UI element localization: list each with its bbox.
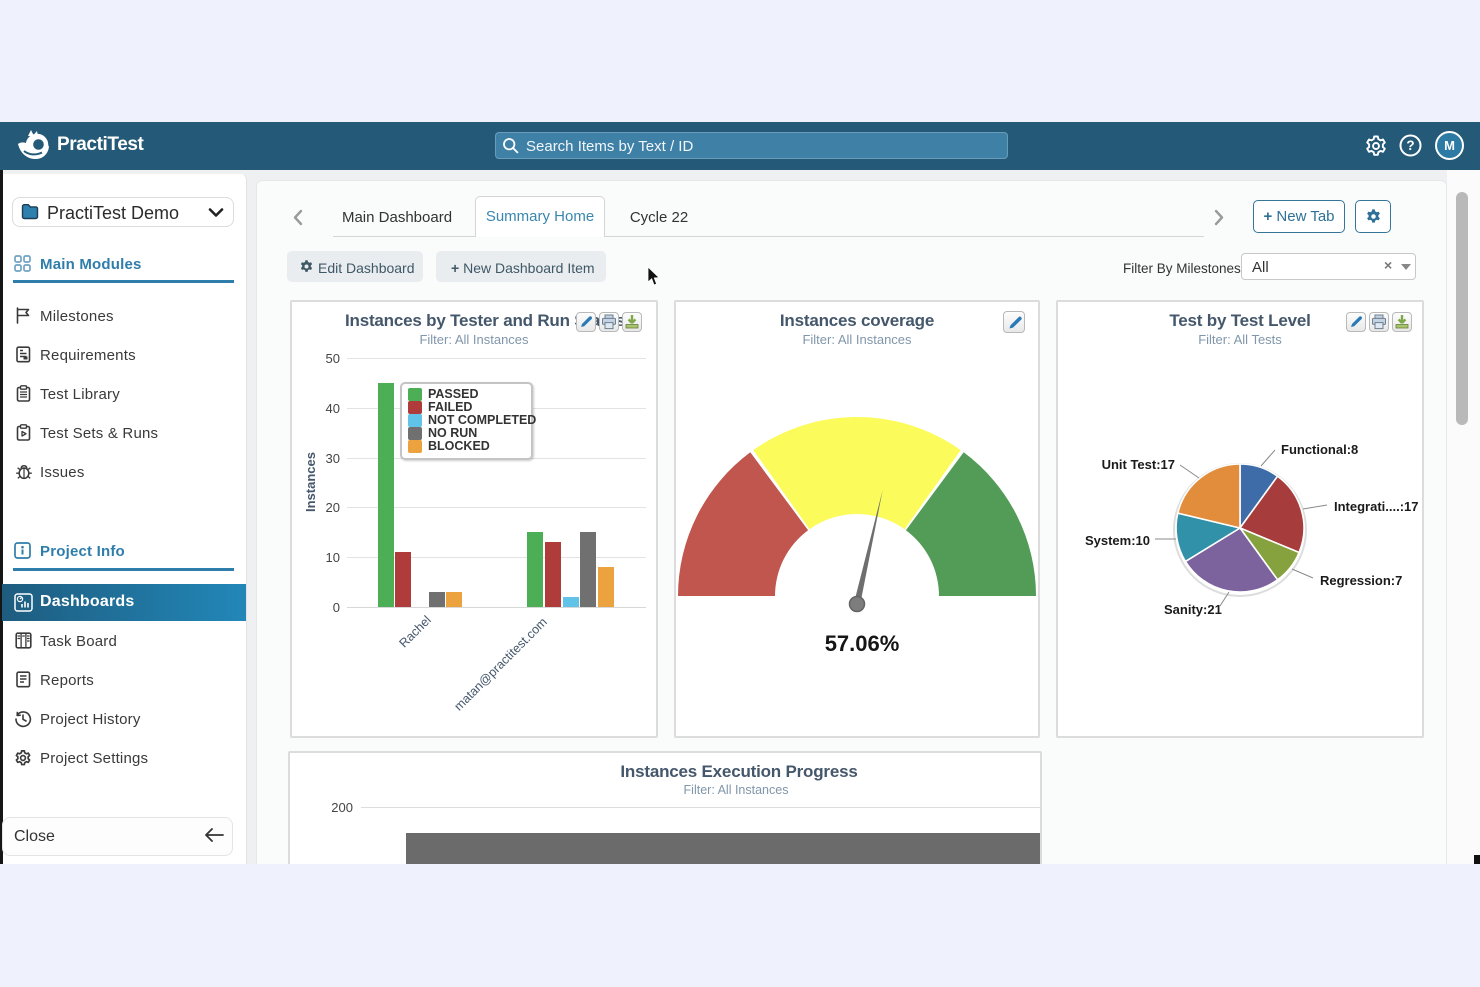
svg-text:?: ? <box>1406 138 1414 153</box>
